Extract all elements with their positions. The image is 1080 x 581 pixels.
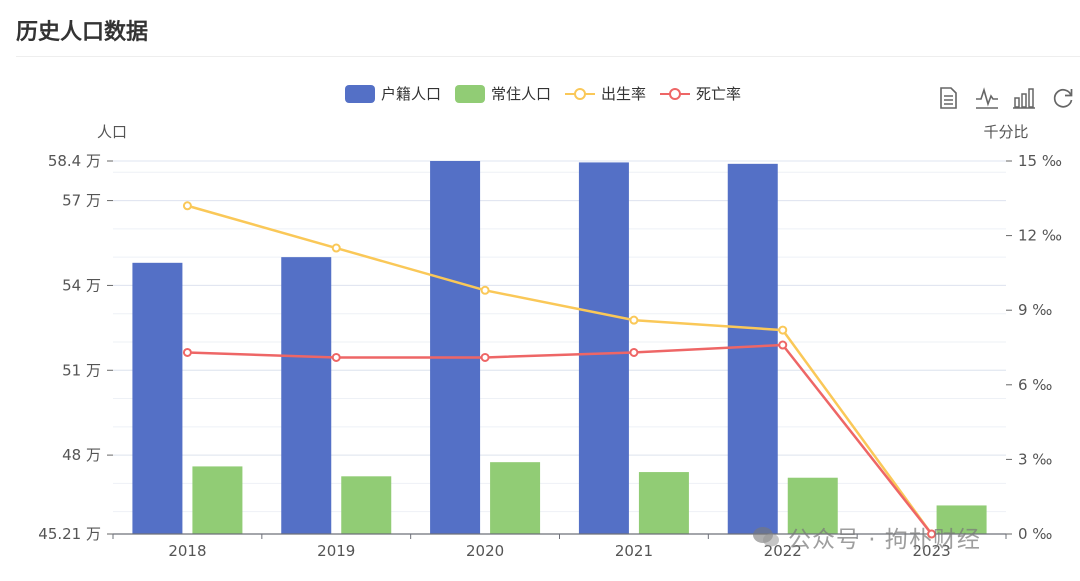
watermark-text: 公众号 · 拘朴财经	[788, 527, 981, 553]
bar-hukou	[430, 161, 481, 534]
y-right-tick-label: 15 ‰	[1018, 152, 1062, 170]
legend-label-death: 死亡率	[696, 85, 742, 103]
birth-rate-point	[480, 285, 490, 295]
y-left-tick-label: 58.4 万	[48, 152, 101, 170]
legend-label-resident: 常住人口	[491, 85, 552, 103]
birth-rate-point	[629, 315, 639, 325]
bar-resident	[192, 466, 243, 534]
y-right-tick-label: 0 ‰	[1018, 525, 1052, 543]
y-left-tick-label: 48 万	[62, 446, 101, 464]
bar-hukou	[578, 162, 629, 535]
legend-swatch-resident	[455, 84, 486, 103]
y-right-axis-title: 千分比	[983, 123, 1028, 141]
death-rate-point	[629, 347, 639, 357]
legend-swatch-birth	[565, 85, 596, 103]
bar-resident	[936, 505, 987, 534]
line-chart-icon[interactable]	[975, 86, 998, 110]
bar-hukou	[132, 262, 183, 534]
birth-rate-point	[331, 243, 341, 253]
x-tick-label: 2022	[764, 542, 802, 560]
legend-item-death[interactable]: 死亡率	[660, 83, 741, 104]
bar-resident	[638, 472, 689, 534]
x-tick-label: 2021	[615, 542, 653, 560]
y-left-tick-label: 57 万	[62, 192, 101, 210]
y-left-tick-label: 54 万	[62, 276, 101, 294]
y-left-axis-title: 人口	[97, 123, 127, 141]
x-tick-label: 2019	[317, 542, 355, 560]
toolbox	[937, 86, 1080, 110]
legend-item-hukou[interactable]: 户籍人口	[345, 83, 441, 104]
y-right-tick-label: 6 ‰	[1018, 376, 1052, 394]
data-view-icon[interactable]	[937, 86, 959, 110]
y-right-tick-label: 9 ‰	[1018, 301, 1052, 319]
legend-item-birth[interactable]: 出生率	[565, 83, 646, 104]
death-rate-point	[480, 352, 490, 362]
legend-swatch-death	[660, 85, 691, 103]
x-tick-label: 2020	[466, 542, 504, 560]
page-title: 历史人口数据	[16, 20, 149, 45]
death-rate-point	[331, 352, 341, 362]
y-left-tick-label: 45.21 万	[38, 525, 101, 543]
bar-resident	[787, 477, 838, 534]
x-tick-label: 2023	[912, 542, 950, 560]
bar-resident	[490, 462, 541, 534]
bar-hukou	[281, 257, 332, 534]
legend-label-hukou: 户籍人口	[381, 85, 442, 103]
x-tick-label: 2018	[168, 542, 206, 560]
birth-rate-point	[778, 325, 788, 335]
title-divider	[16, 56, 1080, 57]
legend-item-resident[interactable]: 常住人口	[455, 83, 551, 104]
legend: 户籍人口 常住人口 出生率 死亡率	[345, 83, 755, 104]
y-right-tick-label: 3 ‰	[1018, 450, 1052, 468]
birth-rate-point	[182, 201, 192, 211]
legend-swatch-hukou	[345, 84, 375, 103]
watermark: 公众号 · 拘朴财经	[752, 520, 981, 554]
wechat-icon	[753, 527, 779, 547]
death-rate-point	[927, 529, 937, 539]
bar-resident	[341, 476, 392, 534]
legend-label-birth: 出生率	[601, 85, 647, 103]
birth-rate-line	[187, 204, 933, 535]
y-right-tick-label: 12 ‰	[1018, 227, 1062, 245]
y-left-tick-label: 51 万	[62, 361, 101, 379]
death-rate-point	[778, 340, 788, 350]
restore-icon[interactable]	[1051, 86, 1073, 110]
bar-hukou	[727, 163, 778, 535]
bar-chart-icon[interactable]	[1013, 86, 1035, 110]
death-rate-line	[187, 343, 933, 535]
death-rate-point	[182, 347, 192, 357]
